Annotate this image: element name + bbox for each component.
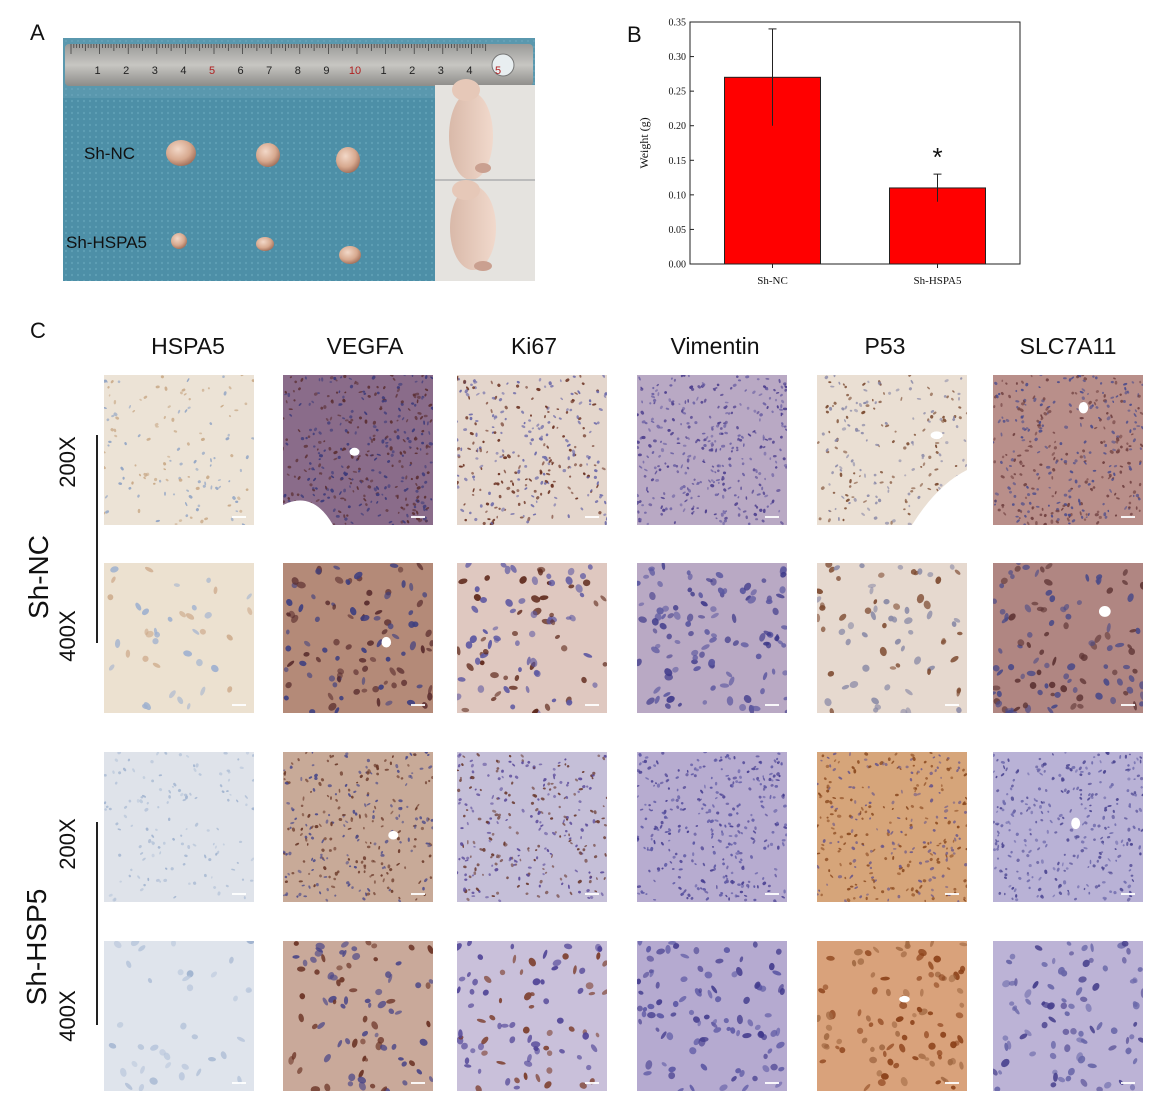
ruler-number: 5: [209, 65, 215, 77]
ihc-image-vimentin-shnc-200x: [637, 375, 787, 525]
ruler-number: 9: [323, 65, 329, 77]
ruler-number: 3: [152, 65, 158, 77]
column-header-hspa5: HSPA5: [151, 333, 225, 359]
ihc-image-vimentin-shhsp5-200x: [637, 752, 787, 902]
bracket-shnc: [96, 435, 98, 643]
tumor-shnc-2: [256, 143, 280, 167]
panel-label-c: C: [30, 318, 46, 343]
ihc-image-p53-shhsp5-400x: [817, 941, 967, 1091]
ihc-image-hspa5-shnc-400x: [104, 563, 254, 713]
ihc-image-slc7a11-shhsp5-200x: [993, 752, 1143, 902]
ruler-number: 2: [123, 65, 129, 77]
ihc-image-slc7a11-shhsp5-400x: [993, 941, 1143, 1091]
column-header-p53: P53: [864, 333, 906, 359]
y-tick-label: 0.30: [669, 52, 687, 63]
ihc-image-ki67-shnc-400x: [457, 563, 607, 713]
y-tick-label: 0.00: [669, 260, 687, 271]
ruler-number: 8: [295, 65, 301, 77]
ihc-image-vegfa-shnc-400x: [283, 563, 433, 713]
ruler-number: 6: [238, 65, 244, 77]
mag-label-shnc-400x: 400X: [55, 610, 80, 662]
panel-label-b: B: [627, 22, 642, 47]
tumor-shhspa5-1: [171, 233, 187, 249]
ihc-image-p53-shhsp5-200x: [817, 752, 967, 902]
tumor-shhspa5-2: [256, 237, 274, 251]
group-label-shnc: Sh-NC: [23, 535, 54, 620]
y-tick-label: 0.25: [669, 87, 687, 98]
ruler-ticks: [70, 44, 487, 54]
significance-asterisk: *: [932, 142, 942, 172]
ruler-number: 5: [495, 65, 501, 77]
ihc-image-slc7a11-shnc-200x: [993, 375, 1143, 525]
ihc-image-vegfa-shnc-200x: [283, 375, 433, 525]
ihc-image-slc7a11-shnc-400x: [993, 563, 1143, 713]
ruler-number: 4: [466, 65, 472, 77]
ruler-number: 7: [266, 65, 272, 77]
tumor-shnc-1: [166, 140, 196, 166]
ihc-image-p53-shnc-200x: [817, 375, 967, 525]
bracket-shhsp5: [96, 822, 98, 1025]
x-tick-label: Sh-NC: [757, 275, 788, 287]
photo-label-shhspa5: Sh-HSPA5: [66, 233, 147, 252]
column-header-vegfa: VEGFA: [326, 333, 404, 359]
column-header-vimentin: Vimentin: [670, 333, 760, 359]
ihc-image-ki67-shnc-200x: [457, 375, 607, 525]
ihc-image-hspa5-shnc-200x: [104, 375, 254, 525]
ruler-number: 3: [438, 65, 444, 77]
ruler-numbers: 1 2 3 4 5 6 7 8 9 10 1 2 3 4 5: [95, 65, 502, 77]
y-tick-label: 0.20: [669, 121, 687, 132]
mag-label-shhsp5-400x: 400X: [55, 990, 80, 1042]
ruler-number: 2: [409, 65, 415, 77]
ihc-image-vimentin-shnc-400x: [637, 563, 787, 713]
mag-label-shnc-200x: 200X: [55, 436, 80, 488]
photo-label-shnc: Sh-NC: [84, 144, 136, 163]
ihc-image-ki67-shhsp5-400x: [457, 941, 607, 1091]
tumor-shnc-3: [336, 147, 360, 173]
y-tick-label: 0.35: [669, 18, 687, 29]
y-tick-label: 0.05: [669, 225, 687, 236]
ruler-number: 10: [349, 65, 361, 77]
y-tick-label: 0.10: [669, 190, 687, 201]
y-axis-label: Weight (g): [637, 117, 651, 168]
tumor-photo: 1 2 3 4 5 6 7 8 9 10 1 2 3 4 5: [63, 38, 535, 281]
ihc-image-p53-shnc-400x: [817, 563, 967, 713]
ihc-image-vegfa-shhsp5-400x: [283, 941, 433, 1091]
ruler-number: 1: [95, 65, 101, 77]
panel-label-a: A: [30, 20, 45, 45]
ruler-number: 4: [180, 65, 186, 77]
mag-label-shhsp5-200x: 200X: [55, 818, 80, 870]
mouse-image-bottom: [450, 180, 496, 271]
ruler-number: 1: [381, 65, 387, 77]
column-header-ki67: Ki67: [510, 333, 558, 359]
mouse-image-top: [449, 79, 493, 180]
ihc-image-vimentin-shhsp5-400x: [637, 941, 787, 1091]
weight-bar-chart: 0.00 0.05 0.10 0.15 0.20 0.25 0.30 0.35 Weight (…: [630, 10, 1030, 300]
group-label-shhsp5: Sh-HSP5: [21, 888, 52, 1006]
ihc-image-vegfa-shhsp5-200x: [283, 752, 433, 902]
ihc-image-hspa5-shhsp5-400x: [104, 941, 254, 1091]
y-tick-label: 0.15: [669, 156, 687, 167]
ruler: [65, 44, 533, 86]
ihc-image-ki67-shhsp5-200x: [457, 752, 607, 902]
tumor-shhspa5-3: [339, 246, 361, 264]
x-tick-label: Sh-HSPA5: [914, 275, 962, 287]
column-header-slc7a11: SLC7A11: [1019, 333, 1117, 359]
plot-frame: [689, 21, 1021, 265]
ihc-image-hspa5-shhsp5-200x: [104, 752, 254, 902]
